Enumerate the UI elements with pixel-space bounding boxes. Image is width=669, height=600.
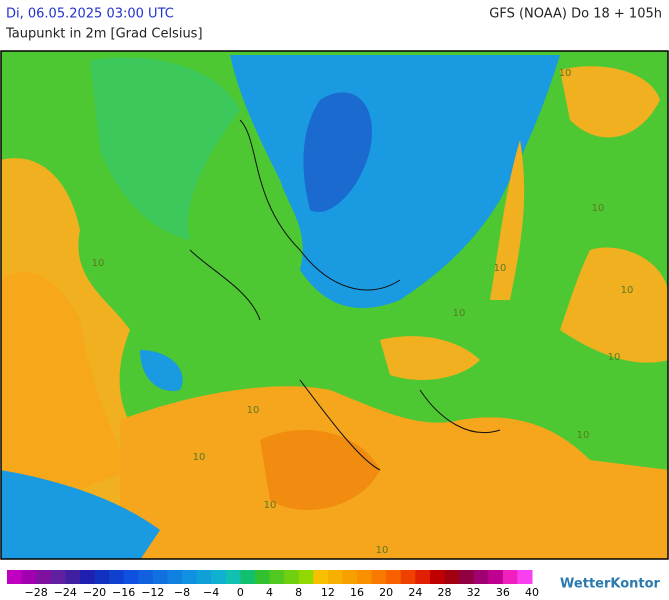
legend-label: 8: [295, 586, 302, 599]
legend-label: 0: [237, 586, 244, 599]
legend-label: −24: [54, 586, 77, 599]
contour-label: 10: [92, 258, 105, 269]
legend-swatch: [182, 570, 198, 584]
legend-label: −12: [141, 586, 164, 599]
legend-label: 36: [496, 586, 510, 599]
color-legend: −28 −24 −20 −16 −12 −8 −4 0 4 8 12 16 20 24 28 32 36 40: [7, 570, 539, 599]
legend-swatch: [211, 570, 227, 584]
legend-swatch: [109, 570, 125, 584]
legend-label: 12: [321, 586, 335, 599]
legend-label: −4: [203, 586, 219, 599]
legend-label: −20: [83, 586, 106, 599]
legend-swatch: [488, 570, 504, 584]
legend-label: 40: [525, 586, 539, 599]
contour-label: 10: [376, 545, 389, 556]
timestamp: Di, 06.05.2025 03:00 UTC: [6, 7, 174, 22]
contour-label: 10: [193, 452, 206, 463]
legend-swatch: [21, 570, 37, 584]
contour-label: 10: [247, 405, 260, 416]
legend-swatch: [415, 570, 431, 584]
legend-label: 24: [408, 586, 422, 599]
map: [0, 50, 669, 560]
legend-label: 16: [350, 586, 364, 599]
contour-label: 10: [559, 68, 572, 79]
legend-swatch: [502, 570, 518, 584]
legend-swatch: [7, 570, 23, 584]
legend-swatch: [371, 570, 387, 584]
legend-label: 32: [467, 586, 481, 599]
legend-label: −28: [25, 586, 48, 599]
legend-swatch: [254, 570, 270, 584]
legend-swatch: [79, 570, 95, 584]
contour-label: 10: [592, 203, 605, 214]
legend-label: −8: [174, 586, 190, 599]
legend-swatch: [327, 570, 343, 584]
contour-label: 10: [608, 352, 621, 363]
legend-swatch: [167, 570, 183, 584]
legend-swatch: [94, 570, 110, 584]
contour-label: 10: [264, 500, 277, 511]
legend-swatch: [123, 570, 139, 584]
legend-swatch: [386, 570, 402, 584]
contour-label: 10: [494, 263, 507, 274]
legend-swatch: [342, 570, 358, 584]
legend-label: 20: [379, 586, 393, 599]
legend-swatch: [240, 570, 256, 584]
legend-swatch: [36, 570, 52, 584]
legend-label: −16: [112, 586, 135, 599]
model-run: GFS (NOAA) Do 18 + 105h: [489, 7, 662, 22]
legend-swatch: [459, 570, 475, 584]
legend-swatch: [138, 570, 154, 584]
legend-swatch: [517, 570, 533, 584]
legend-swatch: [196, 570, 212, 584]
legend-swatch: [152, 570, 168, 584]
contour-label: 10: [577, 430, 590, 441]
parameter: Taupunkt in 2m [Grad Celsius]: [5, 27, 203, 42]
legend-swatch: [400, 570, 416, 584]
legend-swatch: [357, 570, 373, 584]
legend-swatch: [65, 570, 81, 584]
legend-swatch: [444, 570, 460, 584]
legend-swatch: [225, 570, 241, 584]
legend-swatch: [298, 570, 314, 584]
legend-swatch: [50, 570, 66, 584]
contour-label: 10: [621, 285, 634, 296]
logo: WetterKontor: [560, 577, 661, 592]
legend-swatch: [429, 570, 445, 584]
legend-swatch: [269, 570, 285, 584]
contour-labels: 10 10 10 10 10 10 10 10 10 10 10 10: [92, 68, 634, 556]
legend-swatch: [284, 570, 300, 584]
legend-swatch: [313, 570, 329, 584]
contour-label: 10: [453, 308, 466, 319]
legend-swatch: [473, 570, 489, 584]
legend-label: 28: [438, 586, 452, 599]
legend-label: 4: [266, 586, 273, 599]
